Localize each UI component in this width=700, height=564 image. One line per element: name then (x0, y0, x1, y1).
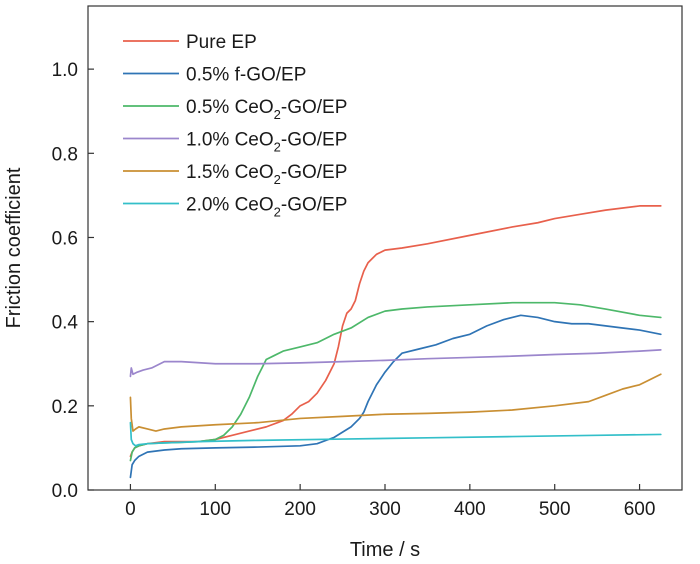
legend-label-main: 0.5% f-GO/EP (186, 65, 306, 86)
series-line-0 (129, 205, 662, 458)
y-tick-label: 0.4 (52, 313, 79, 334)
legend-label: 1.5% CeO2-GO/EP (186, 162, 347, 187)
legend-label-main: Pure EP (186, 32, 257, 53)
legend-label-tail: -GO/EP (281, 130, 348, 151)
legend-item: 1.5% CeO2-GO/EP (123, 162, 347, 187)
legend-label-tail: -GO/EP (281, 162, 348, 183)
legend-label-main: 2.0% CeO (186, 195, 274, 216)
legend-label: 2.0% CeO2-GO/EP (186, 195, 347, 220)
legend-item: 1.0% CeO2-GO/EP (123, 130, 347, 155)
legend-item: 2.0% CeO2-GO/EP (123, 195, 347, 220)
series-line-4 (129, 373, 662, 432)
series-line-1 (129, 314, 662, 479)
y-tick-label: 1.0 (52, 60, 78, 81)
x-tick-label: 0 (125, 499, 136, 520)
y-tick-label: 0.6 (52, 228, 78, 249)
x-tick-label: 300 (369, 499, 401, 520)
series-line-2 (129, 301, 662, 462)
series-line-5 (129, 421, 662, 447)
legend-label-subscript: 2 (274, 172, 281, 187)
x-tick-label: 200 (284, 499, 316, 520)
x-tick-label: 500 (539, 499, 571, 520)
legend-label-tail: -GO/EP (281, 195, 348, 216)
legend-label-main: 1.0% CeO (186, 130, 274, 151)
x-tick-label: 100 (199, 499, 231, 520)
legend-label: 0.5% f-GO/EP (186, 65, 306, 86)
legend-label: 1.0% CeO2-GO/EP (186, 130, 347, 155)
x-axis-title: Time / s (350, 539, 420, 561)
legend-label-subscript: 2 (274, 140, 281, 155)
legend-item: 0.5% CeO2-GO/EP (123, 97, 347, 122)
legend: Pure EP0.5% f-GO/EP0.5% CeO2-GO/EP1.0% C… (123, 32, 347, 220)
legend-label-subscript: 2 (274, 205, 281, 220)
legend-item: Pure EP (123, 32, 257, 53)
legend-item: 0.5% f-GO/EP (123, 65, 306, 86)
y-axis: 0.0 0.2 0.4 0.6 0.8 1.0 (52, 60, 94, 502)
legend-label: 0.5% CeO2-GO/EP (186, 97, 347, 122)
x-tick-label: 400 (454, 499, 486, 520)
x-tick-label: 600 (624, 499, 656, 520)
series-layer (129, 205, 662, 479)
y-tick-label: 0.8 (52, 144, 78, 165)
y-tick-label: 0.0 (52, 481, 78, 502)
y-axis-title: Friction coefficient (3, 167, 25, 328)
legend-label-tail: -GO/EP (281, 97, 348, 118)
plot-area (87, 5, 683, 491)
legend-label-main: 0.5% CeO (186, 97, 274, 118)
y-tick-label: 0.2 (52, 397, 78, 418)
x-axis: 0 100 200 300 400 500 600 (125, 484, 655, 520)
plot-frame (87, 5, 683, 491)
series-line-3 (129, 349, 662, 378)
legend-label: Pure EP (186, 32, 257, 53)
legend-label-subscript: 2 (274, 107, 281, 122)
legend-label-main: 1.5% CeO (186, 162, 274, 183)
